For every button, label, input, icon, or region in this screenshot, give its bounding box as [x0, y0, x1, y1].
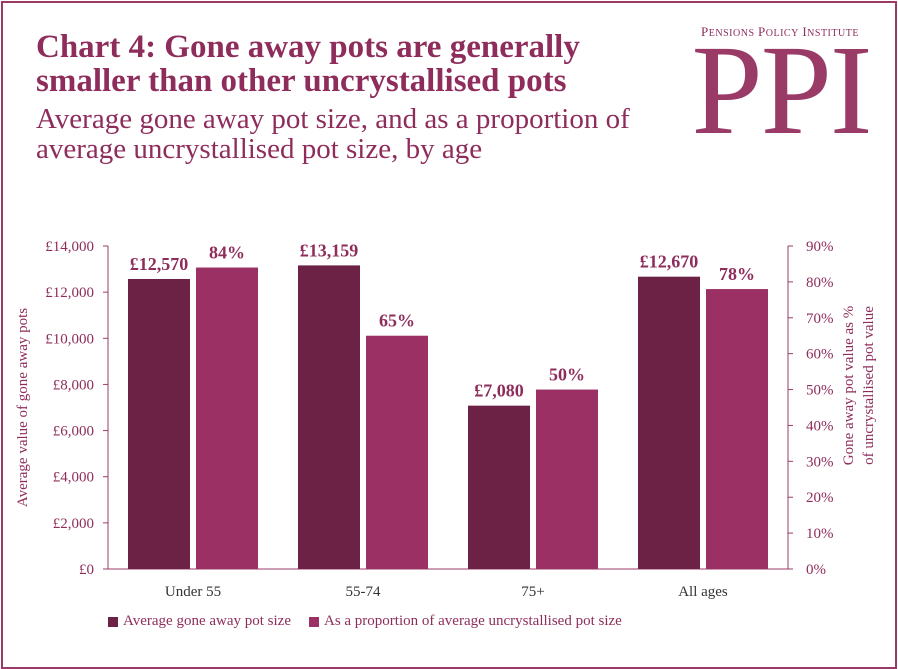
- y-axis-left-title: Average value of gone away pots: [15, 308, 31, 507]
- x-tick-label: 55-74: [346, 584, 381, 600]
- legend-swatch-value: [108, 617, 118, 627]
- data-label-pot-size: £13,159: [300, 240, 359, 260]
- y-tick-label-left: £12,000: [45, 285, 94, 301]
- x-tick-label: 75+: [521, 584, 544, 600]
- y-axis-right-title: Gone away pot value as %: [841, 306, 857, 466]
- chart-legend: Average gone away pot size As a proporti…: [108, 613, 622, 630]
- y-axis-right-title: of uncrystallised pot value: [861, 306, 877, 465]
- y-tick-label-right: 60%: [806, 347, 834, 363]
- legend-item-percent: As a proportion of average uncrystallise…: [309, 613, 622, 630]
- bar-pot-size: [128, 279, 190, 569]
- y-tick-label-right: 40%: [806, 418, 834, 434]
- bar-proportion: [706, 289, 768, 569]
- x-tick-label: All ages: [678, 584, 728, 600]
- y-tick-label-right: 10%: [806, 526, 834, 542]
- y-tick-label-right: 30%: [806, 454, 834, 470]
- y-tick-label-left: £6,000: [53, 424, 94, 440]
- y-tick-label-left: £0: [79, 562, 94, 578]
- legend-label-value: Average gone away pot size: [123, 613, 291, 630]
- data-label-proportion: 84%: [209, 243, 245, 263]
- x-tick-label: Under 55: [165, 584, 221, 600]
- data-label-pot-size: £12,670: [640, 252, 699, 272]
- bar-pot-size: [468, 406, 530, 569]
- bar-proportion: [536, 390, 598, 569]
- y-tick-label-right: 80%: [806, 275, 834, 291]
- y-tick-label-right: 20%: [806, 490, 834, 506]
- data-label-proportion: 50%: [549, 365, 585, 385]
- y-tick-label-left: £8,000: [53, 377, 94, 393]
- y-tick-label-right: 0%: [806, 562, 826, 578]
- y-tick-label-left: £2,000: [53, 516, 94, 532]
- data-label-pot-size: £12,570: [130, 254, 189, 274]
- data-label-pot-size: £7,080: [474, 381, 524, 401]
- y-tick-label-left: £4,000: [53, 470, 94, 486]
- y-tick-label-right: 90%: [806, 239, 834, 255]
- y-tick-label-right: 70%: [806, 311, 834, 327]
- data-label-proportion: 65%: [379, 311, 415, 331]
- legend-item-value: Average gone away pot size: [108, 613, 291, 630]
- data-label-proportion: 78%: [719, 264, 755, 284]
- y-tick-label-left: £14,000: [45, 239, 94, 255]
- y-tick-label-left: £10,000: [45, 331, 94, 347]
- legend-swatch-percent: [309, 617, 319, 627]
- y-tick-label-right: 50%: [806, 383, 834, 399]
- bar-proportion: [366, 336, 428, 569]
- bar-proportion: [196, 268, 258, 569]
- bar-pot-size: [638, 277, 700, 569]
- bar-pot-size: [298, 265, 360, 569]
- legend-label-percent: As a proportion of average uncrystallise…: [324, 613, 622, 630]
